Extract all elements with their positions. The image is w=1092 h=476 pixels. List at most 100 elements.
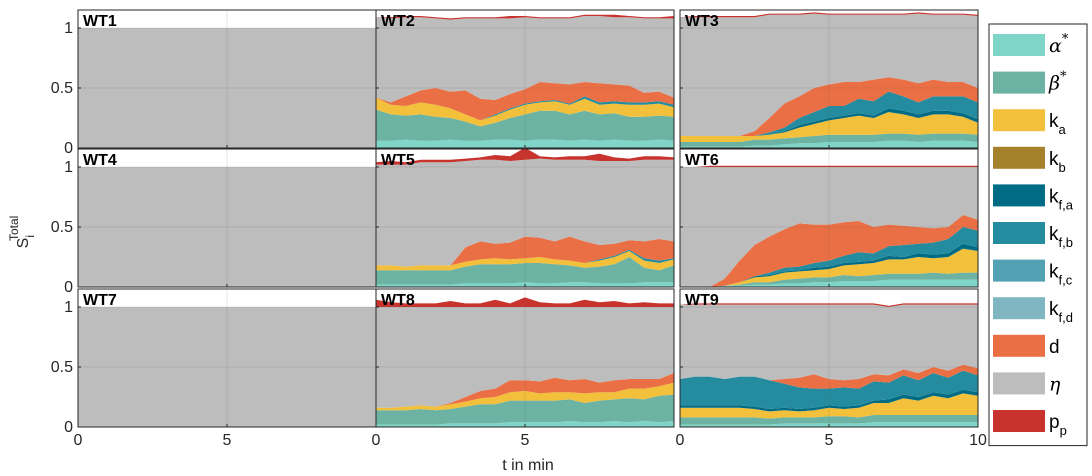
area-d (680, 215, 978, 287)
legend-item-beta: β* (993, 70, 1067, 95)
area-η (78, 28, 376, 148)
panel-areas (376, 14, 674, 148)
y-tick-label: 1 (64, 159, 73, 176)
legend-swatch (993, 410, 1045, 432)
x-tick-label: 0 (74, 432, 83, 449)
area-η (376, 158, 674, 267)
x-tick-label: 5 (223, 432, 232, 449)
y-tick-label: 0.5 (51, 359, 73, 376)
x-tick-label: 0 (372, 432, 381, 449)
area-η (680, 304, 978, 381)
legend-swatch (993, 334, 1045, 357)
panel-title: WT6 (685, 152, 719, 169)
area-p-p (376, 297, 674, 307)
y-tick-label: 0 (64, 279, 73, 296)
legend-item-pp: pp (993, 410, 1067, 438)
area-η (376, 16, 674, 103)
y-axis-label-sub: i (23, 235, 37, 238)
area-β-star (376, 109, 674, 141)
legend-label: β* (1048, 70, 1067, 95)
area-η (680, 13, 978, 137)
panel-wt1: WT1 0 0.5 1 (51, 9, 377, 157)
panel-areas (376, 297, 674, 427)
area-β-star (680, 272, 978, 287)
legend-label: kf,d (1049, 299, 1073, 325)
legend-label: ka (1049, 111, 1067, 137)
y-axis-label-base: S (15, 238, 32, 249)
area-k-a (680, 393, 978, 419)
x-tick-label: 5 (825, 432, 834, 449)
legend-item-ka: ka (993, 109, 1067, 137)
x-tick-label: 10 (969, 432, 987, 449)
legend-swatch (993, 34, 1045, 56)
legend-label: kb (1049, 149, 1066, 175)
legend-swatch (993, 259, 1045, 282)
panel-wt2: WT2 (375, 9, 675, 149)
area-p-p (376, 147, 674, 165)
panel-title: WT4 (83, 152, 117, 169)
panel-title: WT7 (83, 292, 117, 309)
panel-wt7: WT7 0 0.5 1 0 5 (51, 288, 377, 449)
legend-item-kfc: kf,c (993, 259, 1073, 288)
area-p-p (680, 12, 978, 18)
area-p-p (680, 303, 978, 307)
area-d (680, 77, 978, 136)
legend: α* β* ka kb kf,a kf,b kf,c kf,d dη pp (988, 23, 1088, 447)
area-p-p (376, 14, 674, 20)
legend-swatch (993, 297, 1045, 320)
area-η (680, 167, 978, 287)
area-β-star (376, 394, 674, 425)
y-tick-label: 0 (64, 140, 73, 157)
y-axis-label: SiTotal (7, 216, 37, 249)
panel-wt8: WT8 0 5 (372, 288, 675, 449)
area-α-star (376, 139, 674, 148)
legend-swatch (993, 222, 1045, 244)
legend-label: kf,c (1049, 262, 1073, 288)
panel-title: WT2 (381, 13, 415, 30)
area-β-star (680, 133, 978, 147)
y-tick-label: 1 (64, 299, 73, 316)
legend-swatch (993, 184, 1045, 207)
legend-label: pp (1049, 412, 1067, 438)
legend-item-kfb: kf,b (993, 222, 1073, 250)
panel-wt9: WT9 0 5 10 (676, 288, 987, 449)
legend-item-kb: kb (993, 146, 1066, 175)
legend-item-kfa: kf,a (993, 184, 1074, 212)
area-d (376, 236, 674, 267)
y-tick-label: 1 (64, 20, 73, 37)
y-tick-label: 0.5 (51, 219, 73, 236)
legend-item-alpha: α* (993, 32, 1069, 57)
area-k-a (376, 251, 674, 271)
legend-label: α* (1049, 32, 1069, 57)
panel-areas (78, 307, 376, 427)
panel-wt3: WT3 (679, 9, 979, 149)
x-tick-label: 0 (676, 432, 685, 449)
panel-areas (376, 147, 674, 287)
area-d (376, 373, 674, 408)
panel-wt4: WT4 0 0.5 1 (51, 148, 377, 296)
area-β-star (376, 257, 674, 285)
area-k-f-b (680, 91, 978, 136)
area-α-star (680, 279, 978, 287)
y-axis-label-sup: Total (7, 216, 21, 241)
x-tick-label: 5 (521, 432, 530, 449)
legend-label: kf,b (1049, 224, 1073, 250)
area-d (680, 364, 978, 389)
x-axis-label: t in min (502, 457, 554, 474)
legend-swatch (993, 71, 1045, 94)
panel-title: WT3 (685, 13, 719, 30)
panel-title: WT1 (83, 13, 117, 30)
legend-item-d: d (993, 334, 1060, 358)
y-tick-label: 0 (64, 419, 73, 436)
area-η (78, 167, 376, 287)
panel-title: WT9 (685, 292, 719, 309)
panel-areas (680, 12, 978, 148)
panel-areas (680, 303, 978, 427)
area-k-f-b (680, 370, 978, 409)
area-α-star (680, 140, 978, 148)
panel-wt5: WT5 (375, 147, 675, 288)
panel-title: WT5 (381, 152, 415, 169)
area-p-p (680, 165, 978, 167)
